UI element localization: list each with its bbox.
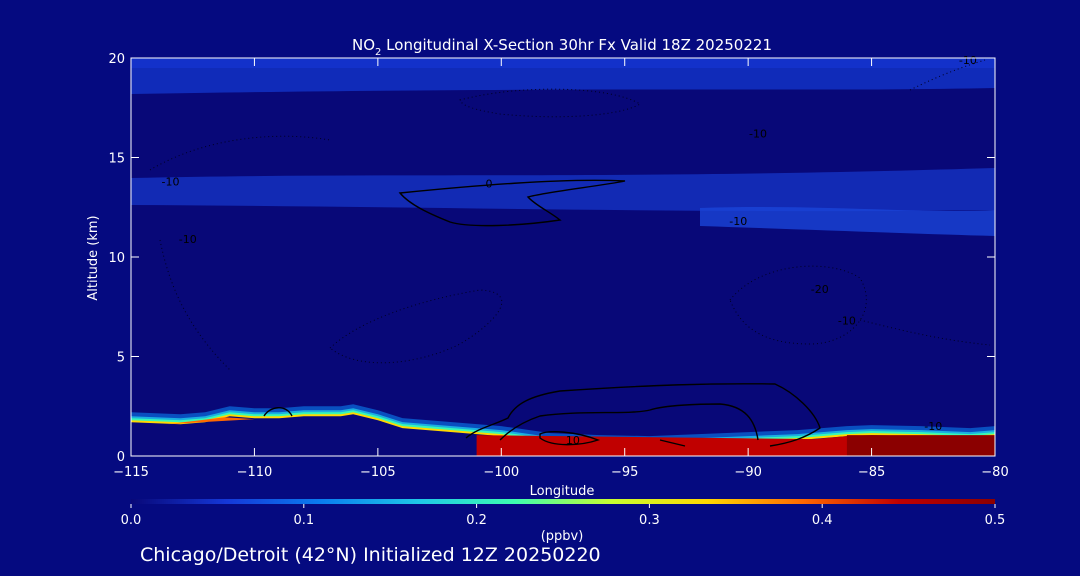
- y-axis-label: Altitude (km): [86, 215, 101, 300]
- y-axis-ticks: 0 5 10 15 20: [108, 52, 995, 465]
- contour-label-9: -10: [959, 54, 977, 67]
- y-tick-label: 10: [108, 251, 125, 266]
- contour-peak-west: [263, 407, 293, 417]
- x-tick-label: −115: [113, 465, 149, 480]
- contour-dotted-left: [149, 135, 331, 371]
- x-tick-label: −110: [237, 465, 273, 480]
- colorbar-tick-label: 0.5: [985, 513, 1006, 528]
- contour-dotted-east: [859, 59, 991, 346]
- contour-ten-cell: [539, 431, 601, 446]
- contour-dotted-mid: [329, 289, 503, 364]
- contour-label-8: 10: [566, 434, 580, 447]
- colorbar-unit-label: (ppbv): [541, 529, 584, 544]
- contour-label-7: -10: [924, 420, 942, 433]
- title-subscript: 2: [375, 47, 381, 58]
- contour-segment: [659, 439, 686, 447]
- x-tick-label: −105: [360, 465, 396, 480]
- title-rest: Longitudinal X-Section 30hr Fx Valid 18Z…: [381, 36, 772, 54]
- x-tick-label: −90: [734, 465, 761, 480]
- y-tick-label: 15: [108, 152, 125, 167]
- title-no: NO: [352, 36, 375, 54]
- band-patch: [700, 207, 995, 236]
- concentration-bands: [131, 58, 995, 236]
- y-tick-label: 0: [117, 450, 125, 465]
- colorbar-tick-label: 0.3: [639, 513, 660, 528]
- colorbar-tick-label: 0.1: [293, 513, 314, 528]
- contour-label-0: 0: [485, 177, 492, 190]
- x-tick-label: −100: [483, 465, 519, 480]
- contour-dotted-right: [729, 265, 867, 345]
- contour-label-2: -10: [729, 215, 747, 228]
- band-top: [131, 58, 995, 68]
- contour-label-5: -20: [811, 283, 829, 296]
- colorbar-tick-label: 0.2: [466, 513, 487, 528]
- x-axis-label: Longitude: [530, 484, 595, 499]
- x-axis-ticks: −115 −110 −105 −100 −95 −90 −85 −80: [113, 58, 1009, 480]
- colorbar: 0.0 0.1 0.2 0.3 0.4 0.5 (ppbv): [121, 499, 1006, 544]
- plot-background: [131, 58, 995, 456]
- y-tick-label: 5: [117, 351, 125, 366]
- surface-no2-layer: [131, 404, 996, 456]
- hotspot-east-core: [846, 435, 995, 456]
- contour-label-4: -10: [179, 233, 197, 246]
- plot-area: 0 -10 -10 -10 -10 -20 -10 -10 10 -10: [131, 54, 996, 456]
- colorbar-strip: [131, 499, 995, 504]
- x-tick-label: −80: [981, 465, 1008, 480]
- hotspot-west: [168, 417, 255, 425]
- band-middle: [131, 168, 995, 212]
- contour-label-3: -10: [162, 175, 180, 188]
- initialization-caption: Chicago/Detroit (42°N) Initialized 12Z 2…: [140, 544, 601, 566]
- band-upper: [131, 68, 995, 94]
- x-tick-label: −85: [858, 465, 885, 480]
- colorbar-tick-label: 0.0: [121, 513, 142, 528]
- contour-label-1: -10: [749, 128, 767, 141]
- contour-label-6: -10: [838, 315, 856, 328]
- contour-lines: [149, 59, 991, 447]
- colorbar-ticks: 0.0 0.1 0.2 0.3 0.4 0.5: [121, 504, 1006, 528]
- colorbar-tick-label: 0.4: [812, 513, 833, 528]
- contour-labels: 0 -10 -10 -10 -10 -20 -10 -10 10 -10: [162, 54, 977, 447]
- contour-lower-outer: [465, 383, 821, 447]
- contour-zero-upper: [398, 179, 626, 227]
- x-tick-label: −95: [611, 465, 638, 480]
- chart-title: NO2 Longitudinal X-Section 30hr Fx Valid…: [352, 36, 772, 58]
- y-tick-label: 20: [108, 52, 125, 67]
- contour-lower-inner: [499, 403, 759, 441]
